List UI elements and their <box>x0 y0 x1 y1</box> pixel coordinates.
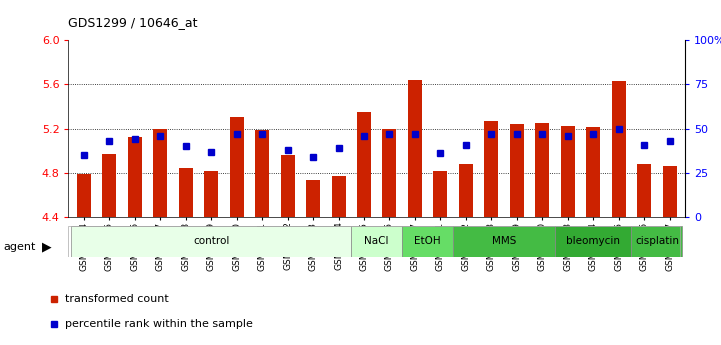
Bar <box>179 168 193 217</box>
Bar <box>611 81 626 217</box>
Text: EtOH: EtOH <box>415 237 441 246</box>
Bar <box>351 226 402 257</box>
Text: transformed count: transformed count <box>65 295 169 304</box>
Bar <box>280 155 295 217</box>
Bar <box>357 112 371 217</box>
Text: GDS1299 / 10646_at: GDS1299 / 10646_at <box>68 16 198 29</box>
Bar <box>153 129 167 217</box>
Bar <box>332 176 345 217</box>
Bar <box>306 180 320 217</box>
Bar <box>535 123 549 217</box>
Bar <box>433 171 448 217</box>
Bar <box>586 127 601 217</box>
Bar <box>71 226 351 257</box>
Bar <box>229 117 244 217</box>
Bar <box>459 164 473 217</box>
Bar <box>561 126 575 217</box>
Bar <box>76 174 91 217</box>
Bar <box>632 226 682 257</box>
Bar <box>485 121 498 217</box>
Text: ▶: ▶ <box>42 240 51 253</box>
Bar <box>102 154 116 217</box>
Bar <box>255 130 269 217</box>
Text: agent: agent <box>3 242 35 252</box>
Text: control: control <box>193 237 229 246</box>
Bar <box>382 129 397 217</box>
Bar <box>555 226 632 257</box>
Bar <box>637 164 651 217</box>
Text: NaCl: NaCl <box>365 237 389 246</box>
Bar <box>453 226 555 257</box>
Bar <box>402 226 453 257</box>
Bar <box>204 171 218 217</box>
Bar <box>663 166 677 217</box>
Bar <box>510 124 524 217</box>
Bar <box>128 137 142 217</box>
Bar <box>408 80 422 217</box>
Text: cisplatin: cisplatin <box>635 237 679 246</box>
Text: MMS: MMS <box>492 237 516 246</box>
Text: percentile rank within the sample: percentile rank within the sample <box>65 319 253 329</box>
Text: bleomycin: bleomycin <box>566 237 620 246</box>
